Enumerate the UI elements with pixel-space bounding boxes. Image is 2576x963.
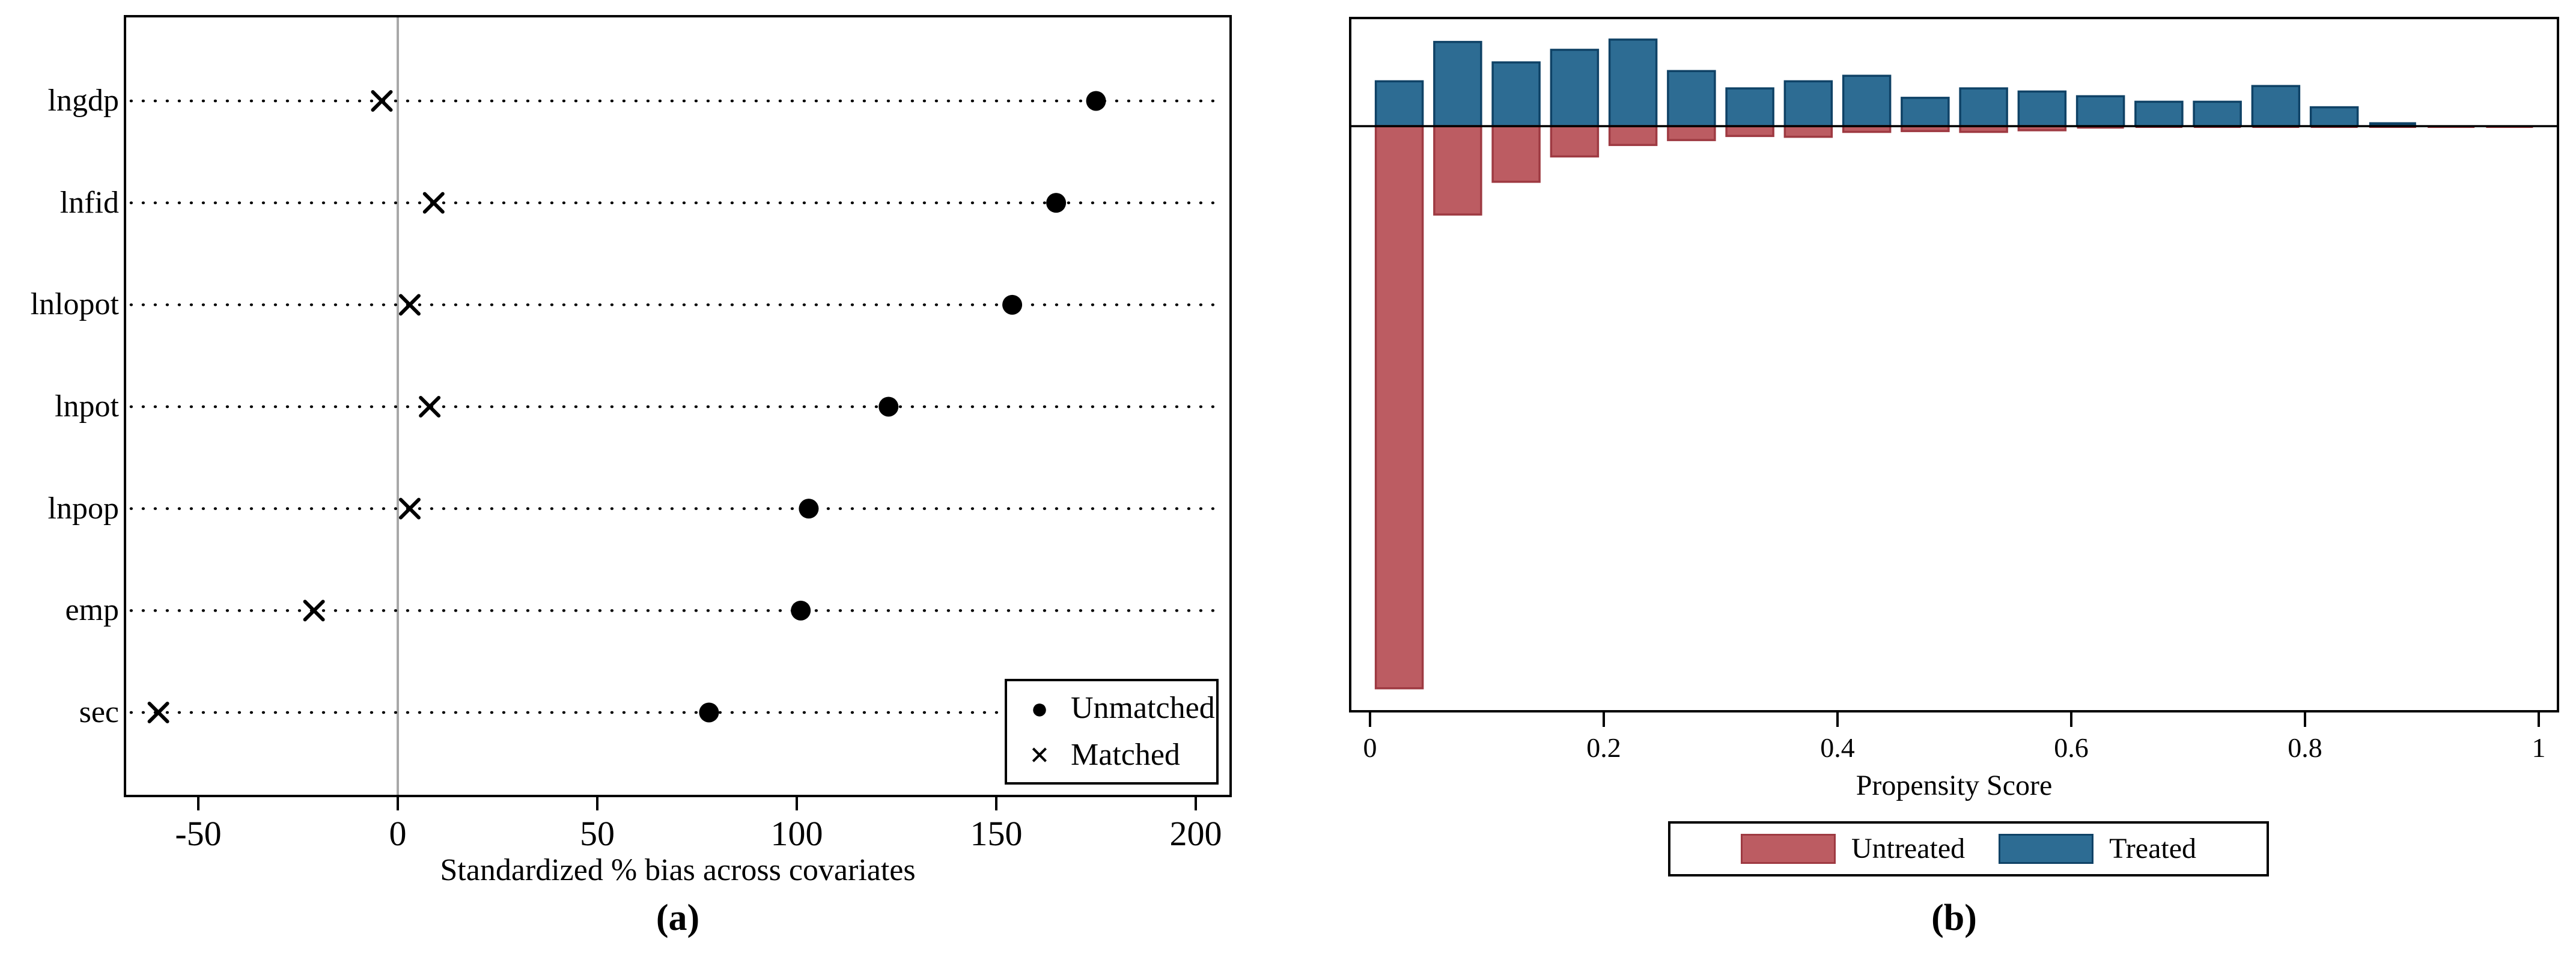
x-tick-label-b: 0.8	[2288, 732, 2322, 763]
treated-bar	[1725, 87, 1774, 127]
x-tick-b	[2304, 712, 2306, 727]
untreated-bar	[1608, 125, 1658, 147]
covariate-label: lnlopot	[30, 287, 119, 322]
x-tick-label-a: 0	[389, 814, 407, 853]
x-tick-label-b: 1	[2532, 732, 2546, 763]
x-tick-b	[1603, 712, 1605, 727]
treated-bar	[1959, 87, 2008, 127]
treated-bar	[1374, 80, 1424, 127]
legend-b-label: Untreated	[1851, 833, 1965, 864]
treated-bar	[1667, 70, 1716, 127]
matched-marker	[419, 396, 441, 418]
unmatched-marker	[1086, 91, 1106, 111]
x-tick-a	[197, 797, 199, 810]
x-axis-title-b: Propensity Score	[1856, 770, 2053, 801]
treated-swatch-icon	[1999, 834, 2094, 864]
x-tick-label-b: 0.4	[1820, 732, 1855, 763]
x-tick-a	[995, 797, 997, 810]
x-tick-b	[1836, 712, 1839, 727]
x-tick-a	[1195, 797, 1197, 810]
treated-bar	[1433, 41, 1482, 127]
x-tick-label-b: 0.2	[1586, 732, 1621, 763]
x-tick-label-b: 0	[1363, 732, 1377, 763]
x-tick-a	[397, 797, 399, 810]
x-tick-a	[596, 797, 598, 810]
unmatched-marker	[791, 600, 811, 621]
bias-dot-plot	[129, 17, 1226, 795]
legend-a-label: Unmatched	[1071, 691, 1215, 725]
legend-b: Untreated Treated	[1668, 821, 2269, 876]
untreated-bar	[1433, 125, 1482, 216]
panel-caption-a: (a)	[656, 898, 700, 938]
treated-bar	[1608, 38, 1658, 127]
plot-area-a	[124, 15, 1232, 797]
treated-bar	[1842, 74, 1892, 127]
treated-bar	[2017, 90, 2067, 127]
unmatched-circle-icon: ●	[1030, 691, 1049, 725]
propensity-histogram	[1351, 38, 2557, 690]
legend-a-item: × Matched	[1023, 735, 1216, 776]
treated-bar	[1901, 97, 1950, 127]
x-tick-label-a: 100	[770, 814, 823, 853]
treated-bar	[1783, 80, 1833, 127]
matched-marker	[398, 294, 421, 316]
x-tick-label-b: 0.6	[2054, 732, 2089, 763]
covariate-label: sec	[79, 695, 119, 730]
x-tick-label-a: 200	[1169, 814, 1222, 853]
legend-a: ● Unmatched × Matched	[1005, 679, 1219, 785]
legend-b-item: Untreated	[1740, 832, 1965, 866]
untreated-bar	[1491, 125, 1541, 183]
matched-marker	[371, 90, 393, 112]
untreated-bar	[1550, 125, 1600, 158]
treated-bar	[1491, 61, 1541, 127]
legend-b-item: Treated	[1999, 832, 2196, 866]
unmatched-marker	[1046, 193, 1067, 213]
panel-caption-b: (b)	[1931, 898, 1977, 938]
unmatched-marker	[1002, 294, 1023, 315]
x-tick-b	[2070, 712, 2072, 727]
x-tick-b	[1369, 712, 1371, 727]
matched-marker	[398, 497, 421, 520]
covariate-label: lnpot	[55, 389, 119, 424]
unmatched-marker	[699, 702, 719, 723]
untreated-bar	[1667, 125, 1716, 141]
x-tick-label-a: 150	[970, 814, 1023, 853]
treated-bar	[2193, 100, 2242, 127]
untreated-bar	[2077, 126, 2124, 129]
matched-x-icon: ×	[1029, 735, 1050, 774]
unmatched-marker	[878, 396, 899, 417]
unmatched-marker	[799, 499, 819, 519]
covariate-label: lnfid	[59, 185, 119, 220]
x-tick-label-a: -50	[175, 814, 222, 853]
treated-bar	[2309, 106, 2359, 127]
treated-bar	[2369, 122, 2416, 126]
covariate-label: lngdp	[47, 84, 119, 118]
untreated-swatch-icon	[1740, 834, 1836, 864]
covariate-label: lnpop	[47, 491, 119, 526]
legend-a-item: ● Unmatched	[1023, 688, 1216, 729]
treated-bar	[2134, 100, 2184, 127]
plot-area-b	[1349, 17, 2559, 712]
untreated-bar	[1374, 125, 1424, 690]
matched-marker	[147, 702, 169, 724]
treated-bar	[1550, 49, 1600, 127]
x-axis-title-a: Standardized % bias across covariates	[440, 853, 916, 887]
treated-bar	[2251, 85, 2301, 127]
treated-bar	[2075, 95, 2125, 127]
covariate-label: emp	[65, 593, 119, 628]
untreated-bar	[1725, 125, 1774, 138]
matched-marker	[422, 192, 445, 214]
legend-b-label: Treated	[2109, 833, 2197, 864]
x-tick-label-a: 50	[580, 814, 615, 853]
untreated-bar	[1783, 125, 1833, 138]
x-tick-a	[796, 797, 798, 810]
x-tick-b	[2538, 712, 2540, 727]
legend-a-label: Matched	[1071, 738, 1180, 772]
matched-marker	[303, 600, 325, 622]
